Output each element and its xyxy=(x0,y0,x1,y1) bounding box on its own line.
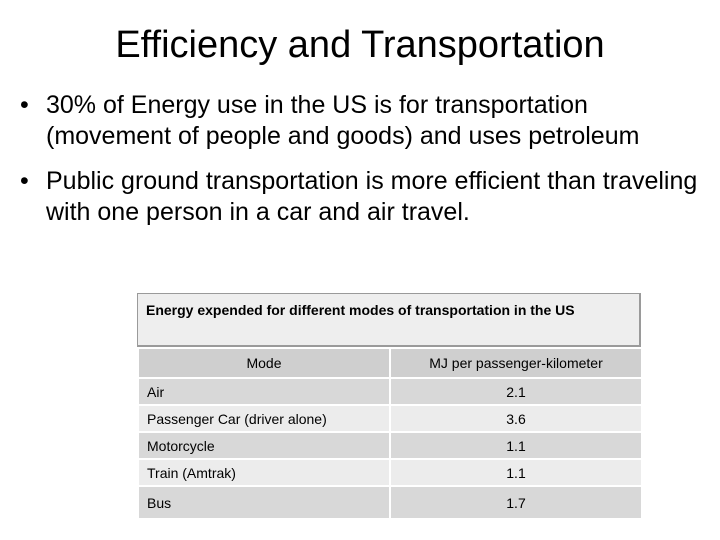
table-header-row: Mode MJ per passenger-kilometer xyxy=(137,347,641,379)
bullet-text: Public ground transportation is more eff… xyxy=(46,167,698,226)
mode-cell: Train (Amtrak) xyxy=(137,458,391,487)
table-row: Passenger Car (driver alone) 3.6 xyxy=(137,404,641,433)
value-cell: 3.6 xyxy=(389,404,641,433)
energy-table: Energy expended for different modes of t… xyxy=(137,293,641,540)
value-cell: 1.1 xyxy=(389,458,641,487)
data-table: Mode MJ per passenger-kilometer Air 2.1 … xyxy=(137,347,641,520)
bullet-item: • Public ground transportation is more e… xyxy=(18,166,714,228)
mode-cell: Motorcycle xyxy=(137,431,391,460)
table-caption: Energy expended for different modes of t… xyxy=(137,293,641,347)
table-row: Bus 1.7 xyxy=(137,485,641,520)
header-mode: Mode xyxy=(137,347,391,379)
bullet-list: • 30% of Energy use in the US is for tra… xyxy=(18,90,714,242)
table-row: Train (Amtrak) 1.1 xyxy=(137,458,641,487)
bullet-item: • 30% of Energy use in the US is for tra… xyxy=(18,90,714,152)
mode-cell: Air xyxy=(137,377,391,406)
page-title: Efficiency and Transportation xyxy=(115,24,605,66)
value-cell: 2.1 xyxy=(389,377,641,406)
header-value: MJ per passenger-kilometer xyxy=(389,347,641,379)
value-cell: 1.1 xyxy=(389,431,641,460)
value-cell: 1.7 xyxy=(389,485,641,520)
mode-cell: Bus xyxy=(137,485,391,520)
table-row: Motorcycle 1.1 xyxy=(137,431,641,460)
bullet-dot: • xyxy=(20,91,29,119)
bullet-text: 30% of Energy use in the US is for trans… xyxy=(46,91,640,150)
mode-cell: Passenger Car (driver alone) xyxy=(137,404,391,433)
table-row: Air 2.1 xyxy=(137,377,641,406)
bullet-dot: • xyxy=(20,167,29,195)
